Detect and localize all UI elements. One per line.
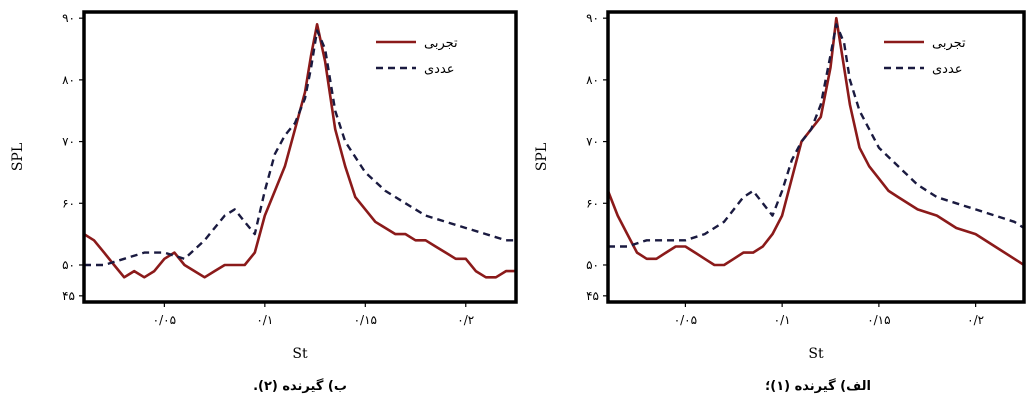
right-y-tick-label: ۸۰: [586, 73, 599, 87]
right-y-tick-label: ۴۵: [586, 289, 599, 303]
left-y-tick-label: ۵۰: [62, 258, 75, 272]
right-x-axis-title: St: [808, 346, 824, 362]
left-x-tick-label: ۰/۰۵: [153, 313, 176, 327]
right-plot-frame: [606, 10, 1026, 304]
right-legend: تجربی عددی: [884, 36, 966, 77]
right-series-experimental-line: [608, 16, 1024, 267]
right-y-tick-label: ۵۰: [586, 258, 599, 272]
left-chart: ۴۵ ۵۰ ۶۰ ۷۰ ۸۰ ۹۰ ۰/۰۵ ۰/۱ ۰/۱۵ ۰/۲ St SPL تجربی عددی…: [10, 10, 518, 394]
right-x-tick-label: ۰/۱۵: [867, 313, 890, 327]
left-series-experimental-line: [84, 22, 516, 279]
right-chart-caption: الف) گیرنده (۱)؛: [765, 378, 871, 394]
left-y-tick-label: ۸۰: [62, 73, 75, 87]
left-x-axis-title: St: [292, 346, 308, 362]
left-y-axis-title: SPL: [10, 143, 26, 171]
right-x-tick-label: ۰/۲: [967, 313, 984, 327]
left-y-tick-label: ۴۵: [62, 289, 75, 303]
left-chart-caption: ب) گیرنده (۲).: [253, 378, 347, 394]
left-legend: تجربی عددی: [376, 36, 458, 77]
left-x-tick-label: ۰/۲: [457, 313, 474, 327]
left-x-tick-label: ۰/۱۵: [354, 313, 377, 327]
right-x-tick-label: ۰/۰۵: [674, 313, 697, 327]
left-y-tick-label: ۶۰: [62, 196, 75, 210]
left-legend-label-numerical: عددی: [424, 62, 455, 77]
left-x-tick-label: ۰/۱: [256, 313, 273, 327]
right-legend-label-experimental: تجربی: [932, 36, 966, 51]
right-y-tick-label: ۹۰: [586, 11, 599, 25]
left-series-numerical-line: [84, 29, 516, 267]
left-plot-frame: [82, 10, 518, 304]
right-y-tick-label: ۷۰: [586, 135, 599, 149]
right-y-axis-title: SPL: [534, 143, 550, 171]
left-y-tick-label: ۷۰: [62, 135, 75, 149]
right-chart: ۴۵ ۵۰ ۶۰ ۷۰ ۸۰ ۹۰ ۰/۰۵ ۰/۱ ۰/۱۵ ۰/۲ St SPL تجربی عددی…: [534, 10, 1026, 394]
right-legend-label-numerical: عددی: [932, 62, 963, 77]
right-y-tick-label: ۶۰: [586, 196, 599, 210]
left-y-tick-label: ۹۰: [62, 11, 75, 25]
left-legend-label-experimental: تجربی: [424, 36, 458, 51]
right-series-numerical-line: [608, 23, 1024, 248]
right-x-tick-label: ۰/۱: [774, 313, 791, 327]
